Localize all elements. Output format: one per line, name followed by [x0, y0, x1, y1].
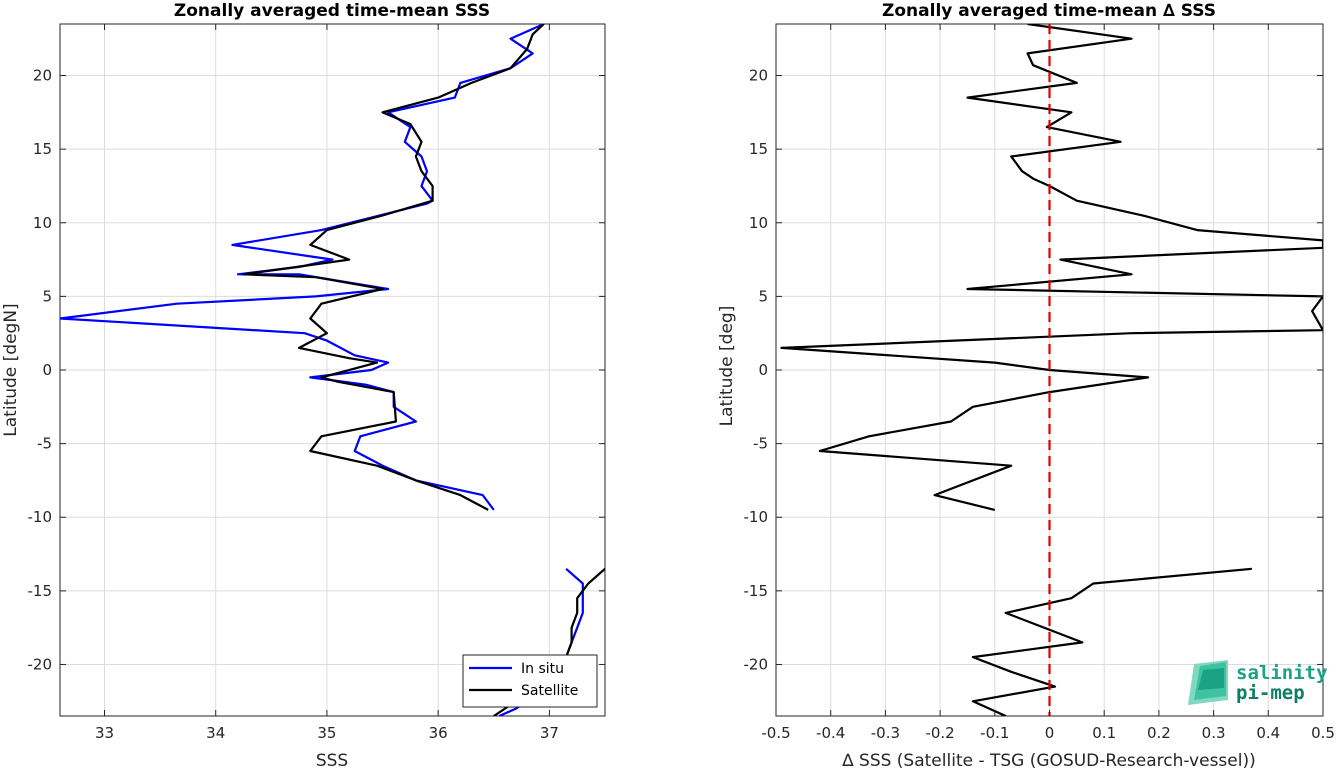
x-tick-label: -0.5	[761, 724, 790, 742]
delta-sss-series-line	[971, 567, 1253, 716]
x-tick-label: -0.1	[980, 724, 1009, 742]
right-chart-panel: -0.5 -0.4 -0.3 -0.2 -0.1 0 0.1 0.2 0.3 0.4 0.5 -20 -…	[717, 1, 1335, 769]
left-chart-panel: 33 34 35 36 37 -20 -15 -10 -5 0 5 10 15 20 Zonally av…	[1, 1, 606, 769]
right-x-axis-label: ∆ SSS (Satellite - TSG (GOSUD-Research-v…	[841, 751, 1256, 769]
y-tick-label: 10	[749, 214, 768, 232]
y-tick-label: -10	[28, 508, 53, 526]
right-y-axis-label: Latitude [deg]	[717, 306, 737, 427]
x-tick-label: 0.2	[1147, 724, 1171, 742]
y-tick-label: 5	[42, 287, 52, 305]
left-x-axis-label: SSS	[316, 751, 348, 769]
y-tick-label: 20	[33, 67, 52, 85]
legend-in-situ-label: In situ	[521, 661, 564, 677]
y-tick-label: -5	[753, 435, 768, 453]
logo-text-line1: salinity	[1236, 662, 1328, 684]
right-chart-title: Zonally averaged time-mean ∆ SSS	[882, 1, 1216, 21]
left-y-axis-label: Latitude [degN]	[1, 303, 21, 436]
y-tick-label: -10	[744, 508, 769, 526]
x-tick-label: -0.4	[816, 724, 845, 742]
x-tick-label: 0.3	[1202, 724, 1226, 742]
y-tick-label: -15	[28, 582, 53, 600]
logo-text-line2: pi-mep	[1236, 682, 1305, 704]
left-chart-title: Zonally averaged time-mean SSS	[174, 1, 490, 21]
y-tick-label: -20	[28, 655, 53, 673]
y-tick-label: 20	[749, 67, 768, 85]
x-tick-label: 36	[429, 724, 448, 742]
y-tick-label: -5	[37, 435, 52, 453]
y-tick-label: -15	[744, 582, 769, 600]
x-tick-label: -0.3	[871, 724, 900, 742]
legend-satellite-label: Satellite	[521, 683, 578, 699]
x-tick-label: 0	[1045, 724, 1055, 742]
x-tick-label: -0.2	[925, 724, 954, 742]
x-tick-label: 37	[540, 724, 559, 742]
y-tick-label: 5	[758, 287, 768, 305]
y-tick-label: 15	[33, 140, 52, 158]
y-tick-label: 15	[749, 140, 768, 158]
salinity-pi-mep-logo: salinity pi-mep	[1188, 660, 1328, 705]
x-tick-label: 35	[317, 724, 336, 742]
y-tick-label: 0	[758, 361, 768, 379]
legend: In situ Satellite	[462, 654, 598, 708]
y-tick-label: -20	[744, 655, 769, 673]
delta-sss-series-line	[780, 24, 1323, 511]
y-tick-label: 0	[42, 361, 52, 379]
x-tick-label: 33	[95, 724, 114, 742]
satellite-series-line	[242, 24, 545, 511]
y-tick-label: 10	[33, 214, 52, 232]
x-tick-label: 34	[206, 724, 225, 742]
x-tick-label: 0.5	[1311, 724, 1335, 742]
x-tick-label: 0.4	[1256, 724, 1280, 742]
x-tick-label: 0.1	[1092, 724, 1116, 742]
